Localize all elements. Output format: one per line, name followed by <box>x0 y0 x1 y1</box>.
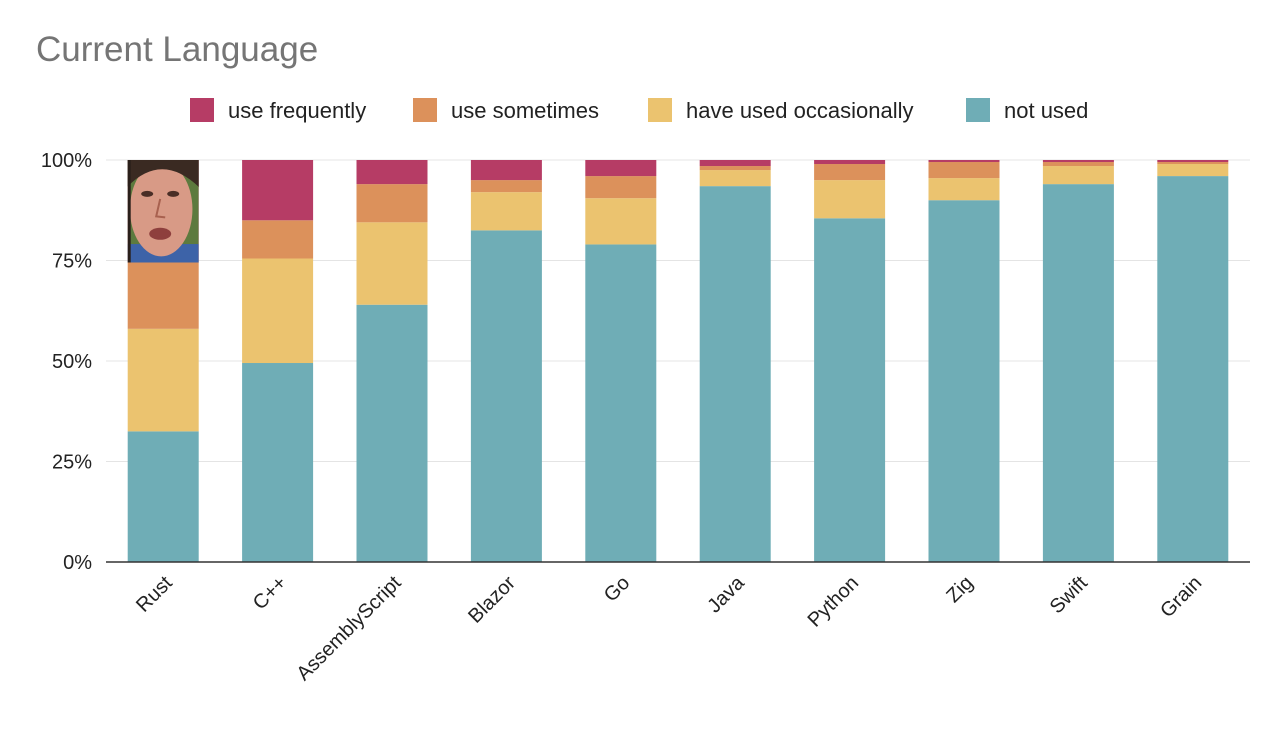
bar-segment-zig-have-used-occasionally <box>928 178 1000 201</box>
y-tick-label: 0% <box>63 552 92 574</box>
bar-segment-java-have-used-occasionally <box>699 170 771 187</box>
bar-segment-swift-use-sometimes <box>1042 162 1114 167</box>
legend-item-have-used-occasionally: have used occasionally <box>648 98 913 123</box>
legend-swatch <box>966 98 990 122</box>
bar-segment-assemblyscript-have-used-occasionally <box>356 222 428 305</box>
bar-segment-assemblyscript-not-used <box>356 304 428 562</box>
x-tick-label: Blazor <box>464 572 520 628</box>
x-tick-label: C++ <box>249 572 291 614</box>
bar-segment-blazor-use-sometimes <box>470 180 542 193</box>
legend-label: use frequently <box>228 98 366 123</box>
legend-swatch <box>190 98 214 122</box>
bar-segment-assemblyscript-use-frequently <box>356 160 428 185</box>
y-tick-label: 25% <box>52 452 92 474</box>
bar-segment-rust-have-used-occasionally <box>127 328 199 432</box>
bar-segment-c-use-sometimes <box>242 220 314 259</box>
bar-segment-grain-use-sometimes <box>1157 162 1229 165</box>
bar-segment-java-use-sometimes <box>699 166 771 171</box>
bar-segment-python-not-used <box>814 218 886 563</box>
x-tick-label: Python <box>804 572 864 632</box>
y-tick-label: 75% <box>52 251 92 273</box>
bars-layer <box>127 160 1229 563</box>
bar-segment-java-use-frequently <box>699 160 771 167</box>
legend-swatch <box>648 98 672 122</box>
bar-segment-swift-have-used-occasionally <box>1042 166 1114 185</box>
bar-segment-grain-not-used <box>1157 176 1229 562</box>
x-tick-label: Grain <box>1156 572 1206 622</box>
bar-segment-zig-use-frequently <box>928 160 1000 163</box>
legend-label: use sometimes <box>451 98 599 123</box>
bar-segment-go-use-frequently <box>585 160 657 177</box>
bar-segment-blazor-not-used <box>470 230 542 562</box>
bar-segment-assemblyscript-use-sometimes <box>356 184 428 223</box>
face-photo-icon <box>127 160 199 263</box>
bar-segment-grain-have-used-occasionally <box>1157 164 1229 177</box>
x-tick-label: Java <box>703 571 749 617</box>
bar-segment-python-have-used-occasionally <box>814 180 886 219</box>
bar-segment-swift-not-used <box>1042 184 1114 562</box>
legend-label: not used <box>1004 98 1088 123</box>
bar-segment-blazor-have-used-occasionally <box>470 192 542 231</box>
bar-segment-zig-use-sometimes <box>928 162 1000 179</box>
bar-segment-c-not-used <box>242 363 314 562</box>
x-tick-label: Rust <box>132 572 177 617</box>
bar-segment-rust-not-used <box>127 431 199 562</box>
bar-segment-grain-use-frequently <box>1157 160 1229 163</box>
x-tick-label: Zig <box>942 572 977 607</box>
bar-segment-c-use-frequently <box>242 160 314 221</box>
bar-segment-blazor-use-frequently <box>470 160 542 181</box>
legend-item-use-frequently: use frequently <box>190 98 366 123</box>
legend: use frequently use sometimes have used occ… <box>190 98 1088 123</box>
chart-title: Current Language <box>36 30 319 69</box>
legend-swatch <box>413 98 437 122</box>
bar-segment-go-not-used <box>585 244 657 563</box>
bar-segment-python-use-sometimes <box>814 164 886 181</box>
legend-label: have used occasionally <box>686 98 913 123</box>
bar-segment-go-have-used-occasionally <box>585 198 657 245</box>
bar-segment-zig-not-used <box>928 200 1000 562</box>
bar-segment-c-have-used-occasionally <box>242 258 314 364</box>
bar-segment-python-use-frequently <box>814 160 886 165</box>
bar-segment-java-not-used <box>699 186 771 562</box>
x-tick-label: AssemblyScript <box>293 572 406 685</box>
x-tick-label: Go <box>600 572 634 606</box>
bar-segment-swift-use-frequently <box>1042 160 1114 163</box>
legend-item-not-used: not used <box>966 98 1088 123</box>
x-tick-label: Swift <box>1046 572 1093 619</box>
bar-segment-rust-use-sometimes <box>127 262 199 329</box>
legend-item-use-sometimes: use sometimes <box>413 98 599 123</box>
y-tick-label: 50% <box>52 351 92 373</box>
y-tick-label: 100% <box>41 150 92 172</box>
bar-segment-go-use-sometimes <box>585 176 657 199</box>
